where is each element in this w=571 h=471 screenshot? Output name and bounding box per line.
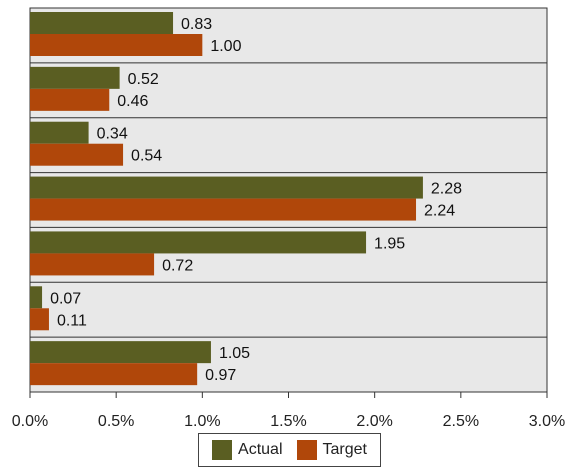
data-label-target: 0.11 xyxy=(57,312,87,329)
x-tick-label: 0.0% xyxy=(12,413,48,430)
bar-actual xyxy=(30,341,211,364)
bar-target xyxy=(30,88,110,111)
legend: Actual Target xyxy=(198,433,381,467)
bar-actual xyxy=(30,121,89,144)
data-label-target: 0.72 xyxy=(162,257,193,274)
data-label-actual: 0.34 xyxy=(97,126,128,143)
bar-actual xyxy=(30,12,174,34)
legend-swatch-actual xyxy=(212,440,233,460)
x-tick-label: 1.0% xyxy=(184,413,220,430)
bars xyxy=(30,12,423,386)
x-tick-label: 2.5% xyxy=(443,413,479,430)
data-label-actual: 0.83 xyxy=(181,16,212,33)
data-label-actual: 1.05 xyxy=(219,345,250,362)
bar-actual xyxy=(30,176,423,199)
bar-actual xyxy=(30,66,120,89)
x-tick-label: 0.5% xyxy=(98,413,134,430)
data-label-target: 0.54 xyxy=(131,148,162,165)
legend-label-target: Target xyxy=(322,441,367,458)
bar-actual xyxy=(30,231,367,254)
data-label-target: 0.97 xyxy=(205,367,236,384)
x-axis-ticks: 0.0% 0.5% 1.0% 1.5% 2.0% 2.5% 3.0% xyxy=(12,391,565,430)
data-label-actual: 1.95 xyxy=(374,235,405,252)
data-label-target: 2.24 xyxy=(424,203,455,220)
bar-target xyxy=(30,308,49,331)
x-tick-label: 1.5% xyxy=(270,413,306,430)
legend-item-target: Target xyxy=(296,440,367,460)
bar-target xyxy=(30,363,198,386)
x-tick-label: 3.0% xyxy=(529,413,565,430)
bar-target xyxy=(30,253,155,276)
bar-actual xyxy=(30,286,43,309)
data-label-target: 1.00 xyxy=(210,38,241,55)
data-label-actual: 0.52 xyxy=(128,71,159,88)
x-tick-label: 2.0% xyxy=(356,413,392,430)
bar-target xyxy=(30,143,124,166)
category-bands xyxy=(30,62,547,338)
data-label-target: 0.46 xyxy=(117,93,148,110)
bar-target xyxy=(30,34,203,56)
legend-swatch-target xyxy=(296,440,317,460)
bar-target xyxy=(30,198,417,221)
legend-label-actual: Actual xyxy=(238,441,283,458)
data-label-actual: 0.07 xyxy=(50,290,81,307)
data-labels: 0.83 0.52 0.34 2.28 1.95 0.07 1.05 1.00 0.46 0.54… xyxy=(50,16,462,384)
legend-item-actual: Actual xyxy=(212,440,283,460)
data-label-actual: 2.28 xyxy=(431,181,462,198)
